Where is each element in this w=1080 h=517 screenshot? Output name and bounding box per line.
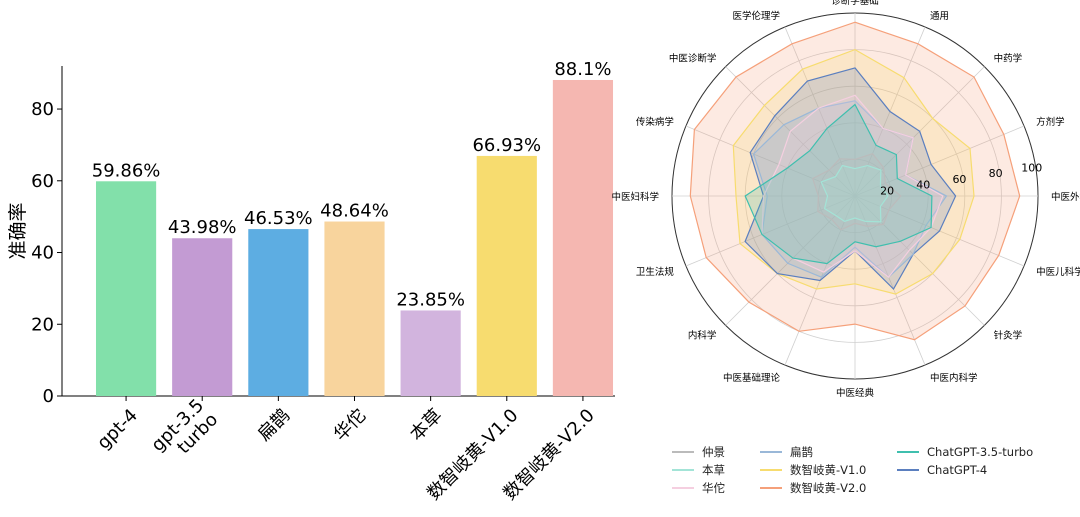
radar-r-tick-label: 40 (916, 179, 930, 192)
radar-spoke (784, 26, 856, 197)
bar-3 (324, 221, 385, 396)
radar-axis-label: 传染病学 (636, 116, 674, 128)
legend-item: 数智岐黄-V1.0 (760, 463, 866, 477)
legend-label: 本草 (702, 463, 725, 477)
radar-r-tick-label: 80 (989, 167, 1003, 180)
y-tick-label: 80 (31, 99, 54, 120)
legend-label: 数智岐黄-V1.0 (790, 463, 866, 477)
radar-axis-label: 中医儿科学 (1036, 266, 1080, 278)
radar-axis-label: 中药学 (994, 52, 1023, 64)
bar-1 (172, 238, 233, 396)
bar-value-label: 23.85% (396, 289, 465, 310)
radar-axis-label: 针灸学 (994, 330, 1023, 342)
y-tick-label: 20 (31, 314, 54, 335)
radar-series-0 (811, 153, 902, 231)
bar-value-label: 46.53% (244, 208, 313, 229)
legend-item: 本草 (672, 463, 725, 477)
legend-label: ChatGPT-4 (927, 463, 987, 477)
y-tick-label: 40 (31, 243, 54, 264)
legend-item: 华佗 (672, 481, 725, 495)
legend-item: 数智岐黄-V2.0 (760, 481, 866, 495)
radar-axis-label: 卫生法规 (636, 266, 675, 278)
legend-item: 扁鹊 (760, 445, 813, 459)
radar-spoke (725, 195, 856, 326)
radar-axis-label: 中医内科学 (930, 372, 978, 384)
bar-value-label: 66.93% (472, 135, 541, 156)
bar-4 (400, 310, 461, 396)
legend-item: 仲景 (672, 445, 725, 459)
radar-r-tick-label: 60 (952, 173, 966, 186)
radar-axis-label: 中医外科学 (1051, 191, 1080, 203)
bar-5 (476, 155, 537, 396)
radar-axis-label: 中医经典 (836, 387, 875, 399)
radar-series-5 (689, 21, 1021, 341)
bar-value-label: 43.98% (168, 217, 237, 238)
y-tick-label: 60 (31, 171, 54, 192)
radar-series-4 (732, 48, 975, 295)
radar-axis-label: 内科学 (688, 330, 717, 342)
radar-spoke (854, 125, 1025, 197)
bar-6 (552, 79, 614, 396)
legend-item: ChatGPT-3.5-turbo (897, 445, 1033, 459)
legend-label: 仲景 (702, 445, 725, 459)
radar-axis-label: 中医基础理论 (723, 372, 781, 384)
radar-axis-label: 诊断学基础 (831, 0, 879, 7)
radar-r-tick-label: 20 (880, 184, 894, 197)
bar-2 (248, 229, 309, 396)
bar-value-label: 48.64% (320, 201, 389, 222)
radar-axis-label: 中医诊断学 (669, 52, 717, 64)
radar-axis-label: 通用 (930, 11, 949, 22)
y-tick-label: 0 (43, 386, 54, 407)
bar-0 (95, 181, 157, 396)
radar-axis-label: 方剂学 (1036, 116, 1065, 128)
radar-spoke (685, 125, 856, 197)
radar-axis-label: 医学伦理学 (732, 10, 780, 22)
bar-value-label: 88.1% (554, 59, 611, 80)
radar-series-6 (744, 103, 933, 265)
y-axis-label: 准确率 (7, 202, 29, 259)
radar-spoke (854, 195, 926, 366)
radar-spoke (685, 195, 856, 267)
radar-series-2 (761, 94, 944, 279)
bar-value-label: 59.86% (92, 160, 161, 181)
legend-label: ChatGPT-3.5-turbo (927, 445, 1033, 459)
radar-axis-label: 中医妇科学 (611, 191, 659, 203)
radar-r-tick-label: 100 (1021, 161, 1042, 174)
legend-label: 扁鹊 (790, 445, 813, 459)
legend-label: 华佗 (702, 481, 725, 495)
legend-item: ChatGPT-4 (897, 463, 987, 477)
radar-series-1 (820, 164, 889, 223)
radar-spoke (854, 195, 985, 326)
legend-label: 数智岐黄-V2.0 (790, 481, 866, 495)
